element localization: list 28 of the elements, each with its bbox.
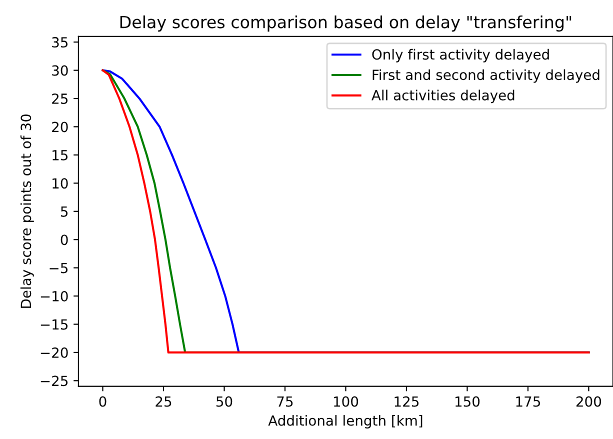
legend-label: Only first activity delayed: [372, 48, 549, 62]
x-tick-label: 200: [576, 396, 602, 407]
x-tick-label: 0: [99, 396, 106, 407]
y-tick-label: 20: [52, 122, 68, 132]
y-tick-label: −10: [40, 290, 68, 302]
y-tick-label: 30: [52, 65, 68, 76]
x-axis-title: Additional length [km]: [268, 415, 422, 428]
y-tick-label: 35: [52, 37, 68, 48]
x-tick-label: 75: [277, 396, 293, 407]
x-tick-label: 125: [394, 396, 419, 407]
y-tick-label: 25: [52, 93, 68, 104]
chart-title: Delay scores comparison based on delay "transfering": [120, 15, 572, 32]
y-tick-label: −5: [50, 262, 68, 274]
x-tick-label: 50: [216, 396, 232, 407]
x-tick-label: 25: [156, 396, 172, 407]
x-tick-label: 150: [455, 396, 480, 407]
y-tick-label: 15: [52, 150, 68, 160]
y-axis-title: Delay score points out of 30: [20, 114, 34, 308]
legend-label: All activities delayed: [372, 90, 514, 104]
y-tick-label: −20: [40, 347, 68, 358]
x-tick-label: 175: [516, 396, 540, 407]
y-tick-label: 10: [52, 178, 68, 189]
legend-label: First and second activity delayed: [372, 69, 600, 83]
y-tick-label: −15: [40, 319, 68, 330]
y-tick-label: 0: [60, 234, 68, 246]
x-tick-label: 100: [334, 396, 358, 407]
y-tick-label: 5: [60, 206, 68, 217]
y-tick-label: −25: [40, 376, 68, 386]
